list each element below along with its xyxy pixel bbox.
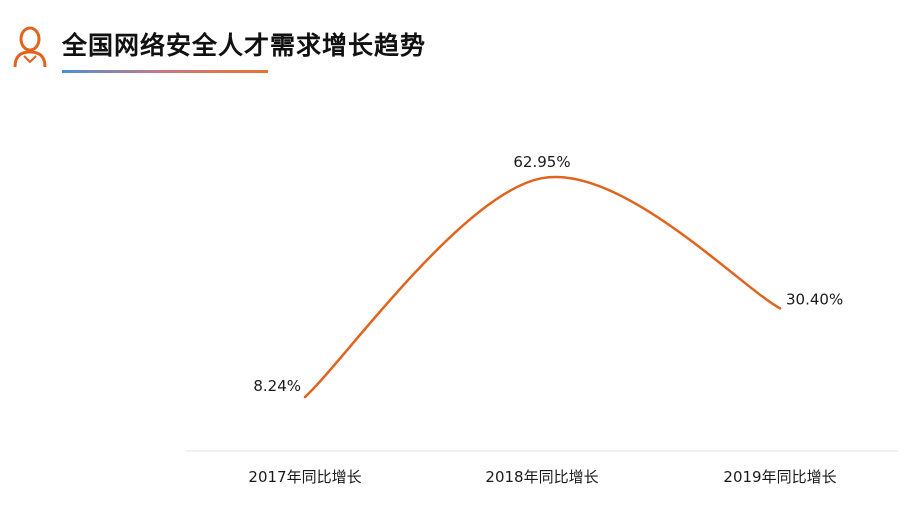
x-tick-label: 2018年同比增长 [485, 468, 598, 486]
x-tick-label: 2019年同比增长 [723, 468, 836, 486]
data-label: 62.95% [513, 153, 570, 171]
data-label: 30.40% [786, 290, 843, 308]
title-underline [62, 70, 268, 73]
person-icon [13, 26, 47, 68]
data-label: 8.24% [253, 377, 301, 395]
page-title: 全国网络安全人才需求增长趋势 [62, 31, 427, 60]
x-tick-label: 2017年同比增长 [248, 468, 361, 486]
header: 全国网络安全人才需求增长趋势 [0, 0, 921, 80]
series-line [303, 175, 782, 399]
